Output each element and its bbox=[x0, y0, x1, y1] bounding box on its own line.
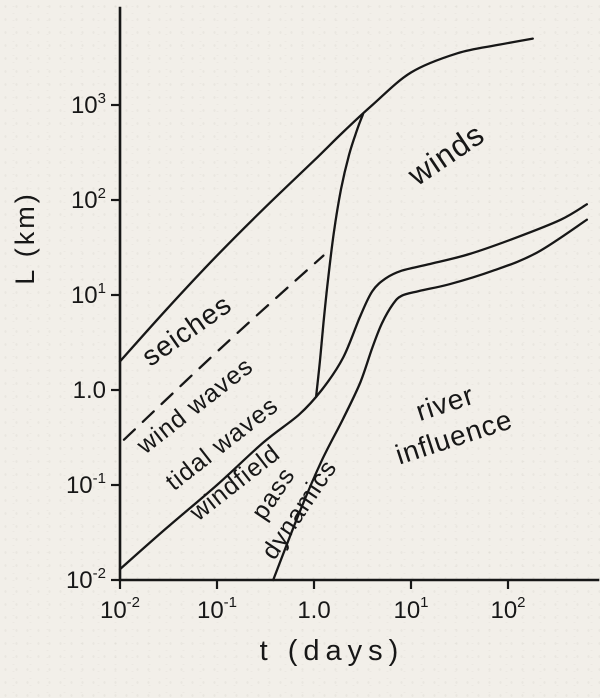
y-tick-label: 102 bbox=[71, 185, 106, 214]
x-axis-title: t (days) bbox=[260, 635, 405, 667]
region-label-winds: winds bbox=[401, 116, 491, 193]
curve-steep-transition-boundary bbox=[314, 113, 365, 398]
curve-upper-envelope bbox=[118, 37, 534, 363]
axes bbox=[118, 6, 600, 582]
y-tick-label: 101 bbox=[71, 280, 106, 309]
x-tick-label: 10-2 bbox=[100, 594, 140, 624]
curve-river-influence-boundary bbox=[272, 218, 589, 582]
x-tick-label: 102 bbox=[490, 594, 525, 624]
x-tick-label: 1.0 bbox=[297, 597, 330, 624]
x-tick-label: 10-1 bbox=[197, 594, 237, 624]
y-tick-label: 10-2 bbox=[66, 565, 106, 594]
y-tick-label: 103 bbox=[71, 90, 106, 119]
curve-windfield-boundary bbox=[118, 203, 589, 571]
y-tick-label: 1.0 bbox=[73, 377, 106, 404]
y-tick-label: 10-1 bbox=[66, 470, 106, 499]
region-label-seiches: seiches bbox=[136, 288, 237, 372]
curve-wind-waves-upper-boundary bbox=[122, 254, 325, 441]
y-axis-title: L (km) bbox=[10, 191, 40, 285]
x-tick-label: 101 bbox=[393, 594, 428, 624]
